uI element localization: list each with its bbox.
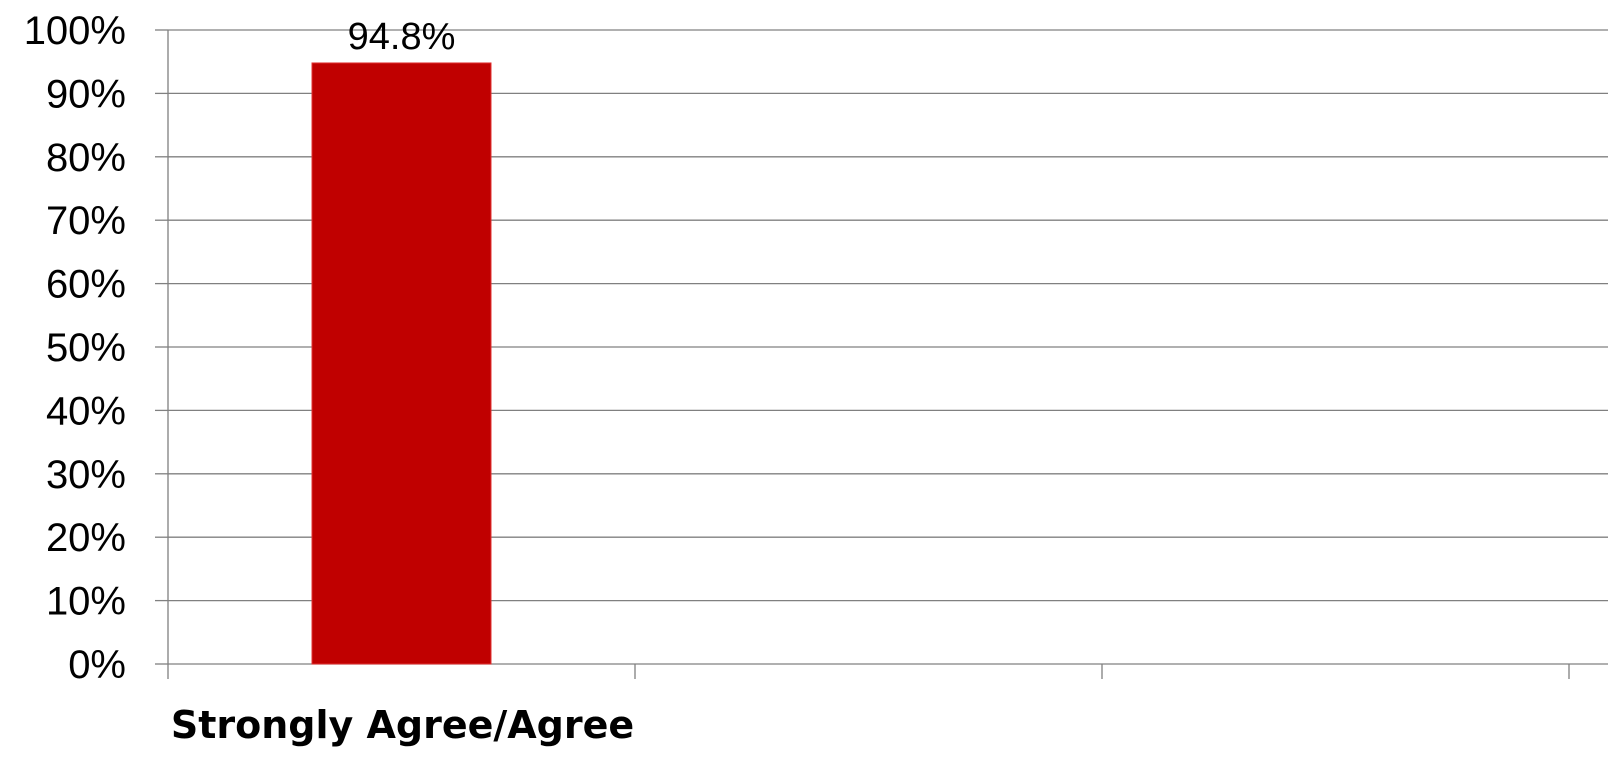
y-tick-label: 10%: [46, 580, 126, 624]
y-tick-label: 90%: [46, 72, 126, 116]
y-tick-label: 70%: [46, 199, 126, 243]
labels: 0% 10% 20% 30% 40% 50% 60% 70% 80% 90% 100% 94.8% St…: [24, 9, 634, 747]
data-label: 94.8%: [348, 16, 456, 58]
y-tick-label: 50%: [46, 326, 126, 370]
category-label: Strongly Agree/Agree: [171, 703, 634, 747]
y-tick-label: 30%: [46, 453, 126, 497]
y-tick-label: 0%: [68, 643, 126, 687]
bars: [311, 62, 492, 665]
y-tick-label: 80%: [46, 136, 126, 180]
y-tick-label: 20%: [46, 516, 126, 560]
y-tick-label: 40%: [46, 389, 126, 433]
y-tick-label: 100%: [24, 9, 126, 53]
axes: [155, 29, 1608, 679]
y-tick-label: 60%: [46, 263, 126, 307]
bar: [311, 62, 492, 665]
